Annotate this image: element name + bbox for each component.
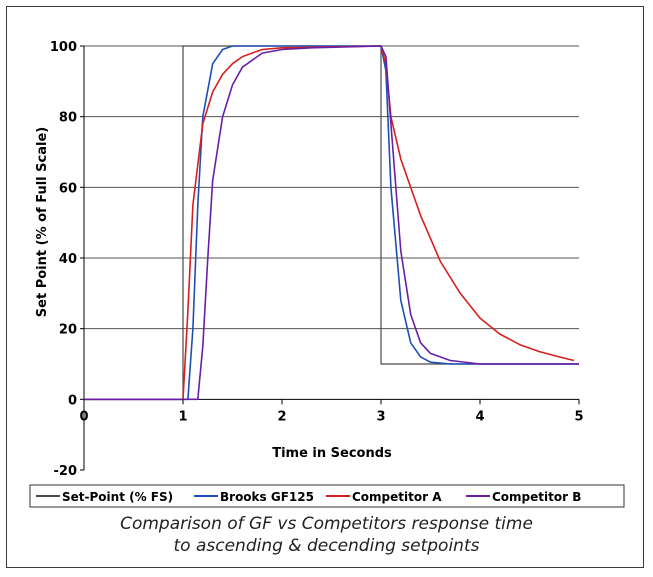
x-tick-label-0: 0 bbox=[79, 409, 88, 424]
x-tick-label-2: 2 bbox=[277, 409, 286, 424]
legend-entry-setpoint: Set-Point (% FS) bbox=[62, 490, 173, 504]
grid-layer bbox=[84, 45, 579, 330]
legend-entry-competitor-b: Competitor B bbox=[492, 490, 581, 504]
y-tick-label-5: 0 bbox=[68, 393, 77, 408]
legend: Set-Point (% FS) Brooks GF125 Competitor… bbox=[29, 484, 625, 508]
caption-line-2: to ascending & decending setpoints bbox=[173, 536, 480, 556]
series-setpoint bbox=[84, 45, 579, 400]
series-brooks-gf125 bbox=[84, 45, 579, 401]
series-competitor-a bbox=[84, 45, 575, 401]
caption-line-1: Comparison of GF vs Competitors response… bbox=[120, 514, 533, 534]
y-tick-label-1: 80 bbox=[59, 111, 77, 126]
y-tick-label-3: 40 bbox=[59, 252, 77, 267]
y-tick-label-2: 60 bbox=[59, 181, 77, 196]
x-tick-label-5: 5 bbox=[574, 409, 583, 424]
x-tick-label-3: 3 bbox=[376, 409, 385, 424]
chart-frame bbox=[6, 6, 644, 568]
legend-entry-competitor-a: Competitor A bbox=[352, 490, 442, 504]
x-tick-label-4: 4 bbox=[475, 409, 484, 424]
x-axis-label: Time in Seconds bbox=[272, 446, 392, 461]
y-tick-label-0: 100 bbox=[50, 40, 77, 55]
tick-layer: 100 80 60 40 20 0 -20 0 1 2 3 4 5 bbox=[50, 40, 584, 479]
legend-entry-brooks: Brooks GF125 bbox=[220, 490, 314, 504]
series-layer bbox=[84, 45, 579, 401]
series-competitor-b bbox=[84, 45, 579, 401]
x-tick-label-1: 1 bbox=[178, 409, 187, 424]
y-axis-label: Set Point (% of Full Scale) bbox=[35, 127, 50, 317]
y-tick-label-6: -20 bbox=[54, 464, 78, 479]
y-tick-label-4: 20 bbox=[59, 323, 77, 338]
